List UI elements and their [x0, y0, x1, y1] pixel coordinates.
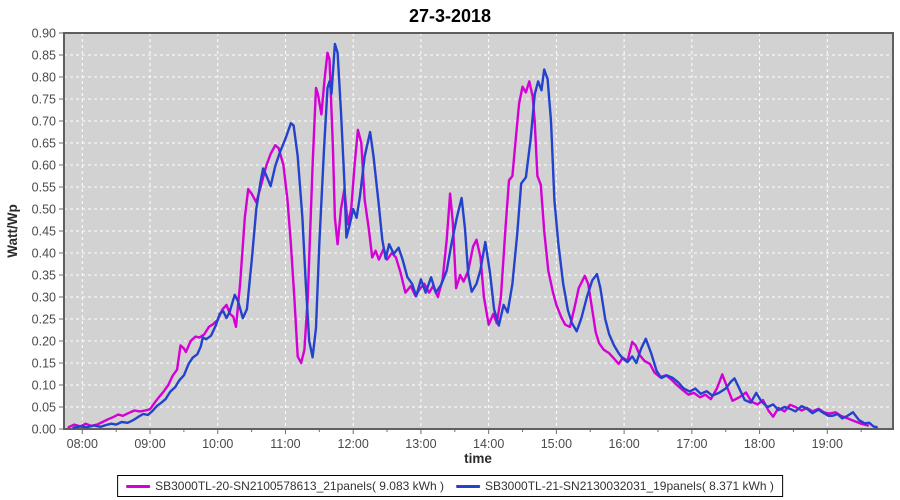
y-axis-title: Watt/Wp — [5, 204, 20, 257]
svg-text:0.15: 0.15 — [32, 357, 56, 371]
svg-text:0.45: 0.45 — [32, 225, 56, 239]
svg-text:09:00: 09:00 — [134, 437, 165, 451]
svg-text:18:00: 18:00 — [744, 437, 775, 451]
svg-text:0.10: 0.10 — [32, 379, 56, 393]
legend-label: SB3000TL-21-SN2130032031_19panels( 8.371… — [485, 479, 774, 493]
svg-text:14:00: 14:00 — [473, 437, 504, 451]
svg-text:0.25: 0.25 — [32, 313, 56, 327]
svg-text:0.50: 0.50 — [32, 203, 56, 217]
svg-text:0.30: 0.30 — [32, 291, 56, 305]
svg-text:0.20: 0.20 — [32, 335, 56, 349]
svg-text:0.65: 0.65 — [32, 137, 56, 151]
svg-text:13:00: 13:00 — [405, 437, 436, 451]
svg-text:0.05: 0.05 — [32, 401, 56, 415]
svg-text:0.55: 0.55 — [32, 181, 56, 195]
svg-text:0.80: 0.80 — [32, 71, 56, 85]
legend-item-inverter-20: SB3000TL-20-SN2100578613_21panels( 9.083… — [126, 479, 444, 493]
series-line-marker-blue — [456, 484, 480, 488]
plot-area: 0.00 0.05 0.10 0.15 0.20 0.25 0.30 0.35 0.40 0.45… — [32, 27, 894, 451]
x-axis-title: time — [464, 451, 492, 466]
svg-text:0.85: 0.85 — [32, 49, 56, 63]
svg-text:0.40: 0.40 — [32, 247, 56, 261]
legend-label: SB3000TL-20-SN2100578613_21panels( 9.083… — [155, 479, 444, 493]
svg-text:15:00: 15:00 — [541, 437, 572, 451]
svg-text:0.70: 0.70 — [32, 115, 56, 129]
svg-text:0.90: 0.90 — [32, 27, 56, 41]
series-line-marker-magenta — [126, 484, 151, 488]
svg-text:16:00: 16:00 — [608, 437, 639, 451]
svg-text:0.00: 0.00 — [32, 423, 56, 437]
chart-canvas: 27-3-2018 0.000.050.100.150.200.250.300.… — [5, 6, 894, 466]
page-title: 27-3-2018 — [409, 6, 491, 26]
legend: SB3000TL-20-SN2100578613_21panels( 9.083… — [117, 475, 783, 497]
svg-text:0.60: 0.60 — [32, 159, 56, 173]
svg-text:0.75: 0.75 — [32, 93, 56, 107]
svg-text:12:00: 12:00 — [338, 437, 369, 451]
svg-text:19:00: 19:00 — [812, 437, 843, 451]
legend-item-inverter-21: SB3000TL-21-SN2130032031_19panels( 8.371… — [456, 479, 774, 493]
svg-text:10:00: 10:00 — [202, 437, 233, 451]
svg-text:11:00: 11:00 — [270, 437, 300, 451]
svg-text:0.35: 0.35 — [32, 269, 56, 283]
svg-text:08:00: 08:00 — [67, 437, 98, 451]
svg-text:17:00: 17:00 — [676, 437, 707, 451]
